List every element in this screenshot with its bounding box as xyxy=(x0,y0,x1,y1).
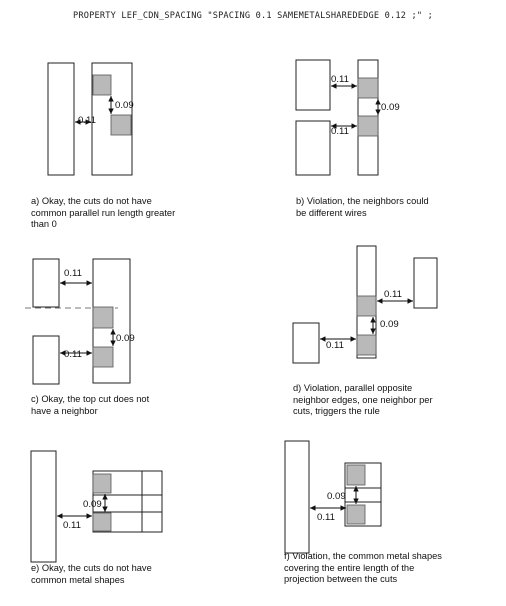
neighbor-metal-shape xyxy=(292,322,320,364)
neighbor-metal-shape xyxy=(32,335,60,385)
metal-shape-middle xyxy=(344,487,382,503)
spacing-label: 0.11 xyxy=(64,268,82,279)
neighbor-metal-shape xyxy=(47,62,75,176)
spacing-label: 0.09 xyxy=(116,333,135,344)
cut-bottom xyxy=(357,115,379,137)
spacing-label: 0.09 xyxy=(327,491,346,502)
neighbor-metal-shape xyxy=(295,120,331,176)
caption-d: d) Violation, parallel opposite neighbor… xyxy=(293,383,433,418)
neighbor-metal-shape xyxy=(284,440,310,554)
caption-a: a) Okay, the cuts do not have common par… xyxy=(31,196,175,231)
spacing-label: 0.11 xyxy=(317,512,335,523)
caption-line: common metal shapes xyxy=(31,574,125,585)
caption-line: covering the entire length of the xyxy=(284,562,415,573)
property-header: PROPERTY LEF_CDN_SPACING "SPACING 0.1 SA… xyxy=(72,11,434,21)
cut-top xyxy=(346,464,366,486)
neighbor-metal-shape xyxy=(295,59,331,111)
cut-bottom xyxy=(92,346,114,368)
caption-line: c) Okay, the top cut does not xyxy=(31,394,150,404)
caption-line: b) Violation, the neighbors could xyxy=(296,196,429,206)
spacing-label: 0.11 xyxy=(331,74,349,85)
cut-top xyxy=(92,473,112,494)
caption-line: d) Violation, parallel opposite xyxy=(293,383,413,393)
cut-bottom xyxy=(346,504,366,525)
caption-c: c) Okay, the top cut does not have a nei… xyxy=(31,394,149,417)
caption-line: than 0 xyxy=(31,219,57,229)
cut-top xyxy=(92,306,114,329)
caption-e: e) Okay, the cuts do not have common met… xyxy=(31,563,152,586)
figure-d: 0.11 0.09 0.11 xyxy=(292,245,438,364)
caption-line: be different wires xyxy=(296,207,367,218)
caption-line: e) Okay, the cuts do not have xyxy=(31,563,152,573)
spacing-label: 0.11 xyxy=(63,520,81,531)
caption-f: f) Violation, the common metal shapes co… xyxy=(284,551,442,586)
caption-line: a) Okay, the cuts do not have xyxy=(31,196,152,206)
caption-line: common parallel run length greater xyxy=(31,207,176,218)
figure-e: 0.09 0.11 xyxy=(30,450,163,563)
metal-shape-middle xyxy=(92,494,163,513)
spacing-label: 0.09 xyxy=(83,499,102,510)
caption-line: have a neighbor xyxy=(31,405,98,416)
cut-bottom xyxy=(92,512,112,532)
caption-line: neighbor edges, one neighbor per xyxy=(293,394,433,405)
spacing-label: 0.11 xyxy=(326,340,344,351)
spacing-label: 0.11 xyxy=(331,126,349,137)
figure-a: 0.09 0.11 xyxy=(47,62,134,176)
cut-bottom xyxy=(356,334,377,356)
spacing-label: 0.09 xyxy=(380,319,399,330)
figure-f: 0.09 0.11 xyxy=(284,440,382,554)
cut-top xyxy=(357,77,379,99)
spacing-label: 0.11 xyxy=(78,115,96,126)
spacing-label: 0.09 xyxy=(115,100,134,111)
figure-b: 0.11 0.09 0.11 xyxy=(295,59,400,176)
neighbor-metal-shape xyxy=(32,258,60,308)
neighbor-metal-shape xyxy=(30,450,57,563)
caption-line: cuts, triggers the rule xyxy=(293,406,380,416)
caption-b: b) Violation, the neighbors could be dif… xyxy=(296,196,429,219)
figure-c: 0.11 0.09 0.11 xyxy=(25,258,135,385)
caption-line: f) Violation, the common metal shapes xyxy=(284,551,442,561)
caption-line: projection between the cuts xyxy=(284,574,398,584)
cut-top xyxy=(356,295,377,317)
neighbor-metal-shape xyxy=(413,257,438,309)
cut-top xyxy=(92,74,112,96)
spacing-label: 0.11 xyxy=(384,289,402,300)
cut-bottom xyxy=(110,114,132,136)
spacing-label: 0.11 xyxy=(64,349,82,360)
spacing-label: 0.09 xyxy=(381,102,400,113)
